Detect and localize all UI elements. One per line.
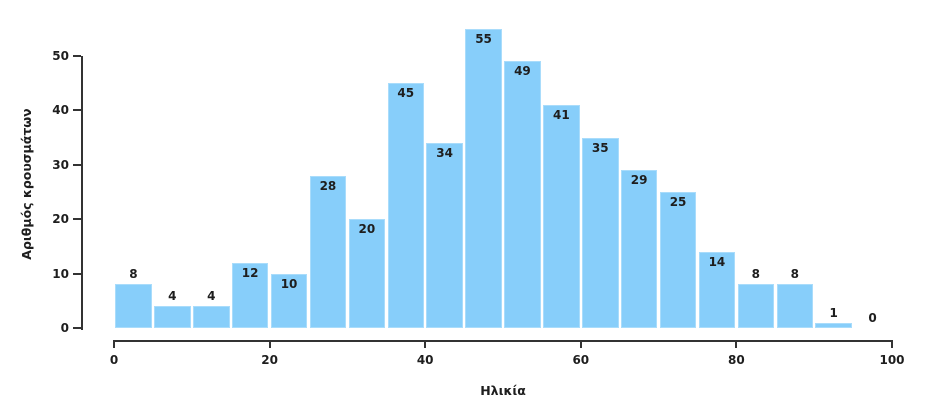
x-tick	[113, 340, 115, 348]
y-tick	[73, 55, 81, 57]
y-tick	[73, 272, 81, 275]
bar-value-label: 41	[552, 107, 570, 122]
y-tick-label: 20	[52, 212, 69, 227]
bar-value-label: 8	[129, 267, 138, 282]
bar-value-label: 55	[475, 31, 492, 46]
y-tick-label: 50	[52, 49, 69, 63]
y-tick	[73, 163, 81, 166]
bar	[426, 143, 463, 328]
bar-value-label: 28	[319, 178, 337, 193]
bar	[193, 306, 230, 328]
bar	[115, 284, 152, 328]
y-tick-label: 10	[52, 266, 69, 281]
bar	[387, 83, 424, 328]
bar-value-label: 34	[436, 146, 453, 161]
bar	[504, 61, 541, 328]
bar-value-label: 1	[829, 305, 838, 320]
x-tick-label: 100	[879, 353, 905, 367]
x-tick-label: 80	[728, 353, 745, 367]
bar	[620, 170, 658, 328]
bar-value-label: 35	[591, 140, 609, 155]
bar-value-label: 12	[241, 265, 259, 280]
bar-value-label: 4	[168, 289, 177, 304]
bar	[231, 262, 269, 328]
bar-value-label: 8	[790, 267, 799, 282]
bar	[776, 284, 813, 328]
x-tick	[891, 340, 893, 348]
bar	[465, 28, 502, 328]
x-tick-label: 40	[416, 353, 434, 367]
bar	[815, 322, 852, 328]
y-tick-label: 40	[52, 103, 69, 118]
bar-value-label: 20	[358, 222, 376, 237]
x-tick-label: 0	[109, 353, 119, 367]
bar	[698, 251, 736, 328]
y-tick	[73, 327, 81, 329]
bar	[348, 219, 386, 328]
x-tick	[579, 340, 582, 348]
x-tick	[424, 340, 427, 348]
bar-value-label: 4	[207, 289, 216, 304]
bar-value-label: 10	[280, 276, 298, 291]
y-tick	[73, 109, 81, 112]
bar-value-label: 45	[397, 86, 415, 101]
bar	[659, 192, 697, 328]
bar	[737, 284, 775, 328]
bar-value-label: 49	[514, 64, 531, 79]
bar	[154, 306, 191, 328]
x-tick-label: 60	[572, 353, 590, 367]
bar	[582, 137, 619, 328]
x-axis-line	[113, 340, 893, 342]
bar	[270, 273, 308, 328]
x-axis-title: Ηλικία	[480, 383, 526, 398]
bar-value-label: 8	[751, 267, 761, 282]
x-tick	[268, 340, 271, 348]
bar-value-label: 14	[708, 254, 726, 269]
x-tick	[735, 340, 738, 348]
x-tick-label: 20	[261, 353, 278, 367]
y-tick-label: 0	[60, 321, 69, 335]
y-axis-line	[80, 56, 83, 330]
y-tick	[73, 218, 81, 221]
bar-value-label: 0	[868, 311, 877, 325]
bar	[309, 175, 347, 328]
y-tick-label: 30	[52, 157, 69, 172]
bar	[543, 104, 580, 328]
bar-value-label: 29	[630, 173, 648, 188]
bar-value-label: 25	[669, 195, 687, 209]
